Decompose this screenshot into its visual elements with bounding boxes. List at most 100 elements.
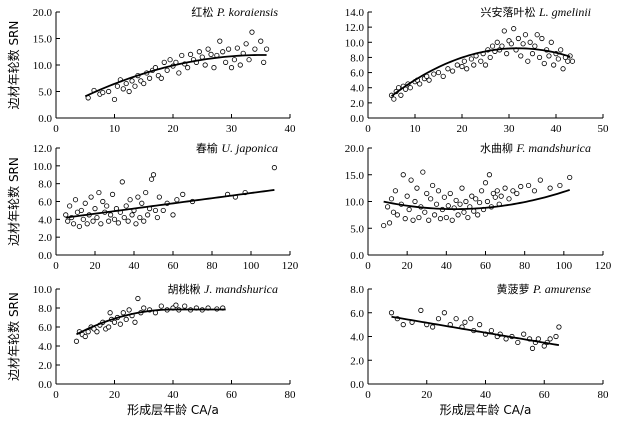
data-point xyxy=(135,295,141,302)
data-point xyxy=(482,180,489,186)
data-point xyxy=(117,321,123,327)
data-point xyxy=(394,212,400,218)
y-tick-label: 20.0 xyxy=(33,7,53,19)
data-point xyxy=(167,57,173,63)
data-point xyxy=(461,58,467,64)
data-point xyxy=(126,307,132,313)
data-point xyxy=(390,209,397,215)
y-tick-label: 2.0 xyxy=(38,232,52,244)
data-point xyxy=(422,209,428,215)
panel-title-cn: 水曲柳 xyxy=(480,141,517,155)
data-point xyxy=(441,310,447,316)
x-tick-label: 100 xyxy=(243,260,260,272)
data-point xyxy=(170,212,176,218)
data-point xyxy=(388,196,395,202)
data-point xyxy=(145,212,151,218)
data-point xyxy=(225,46,232,52)
data-point xyxy=(137,214,143,221)
x-tick-label: 60 xyxy=(226,389,238,401)
fit-curve xyxy=(84,54,267,98)
data-point xyxy=(556,324,562,330)
x-axis-label: 形成层年龄 CA/a xyxy=(127,403,219,417)
data-point xyxy=(471,208,477,214)
x-tick-label: 10 xyxy=(109,123,121,135)
data-point xyxy=(441,194,447,200)
data-point xyxy=(388,310,395,316)
data-point xyxy=(249,29,255,35)
data-point xyxy=(449,217,455,223)
panel-3: 0.0 2.0 4.0 6.0 8.0 10.0 12.0 0 20 40 60 80 100 120 春榆… xyxy=(6,141,299,272)
data-point xyxy=(129,78,135,84)
data-point xyxy=(164,67,170,73)
data-point xyxy=(430,182,436,189)
y-axis-label: 边材年轮数 SRN xyxy=(6,157,21,246)
x-tick-label: 60 xyxy=(168,260,180,272)
data-point xyxy=(152,207,159,214)
data-point xyxy=(73,338,80,344)
data-point xyxy=(445,203,451,209)
data-point xyxy=(92,206,98,212)
x-tick-label: 60 xyxy=(539,389,551,401)
y-axis-label: 边材年轮数 SRN xyxy=(6,21,21,110)
data-point xyxy=(498,193,504,199)
data-point xyxy=(120,86,126,92)
data-point xyxy=(449,68,456,74)
data-point xyxy=(400,322,406,328)
data-point xyxy=(148,176,155,182)
data-point xyxy=(522,32,529,38)
x-tick-label: 10 xyxy=(410,123,422,135)
panel-title: 春榆 U. japonica xyxy=(196,141,278,155)
y-tick-label: 20.0 xyxy=(345,143,365,155)
data-point xyxy=(160,207,166,214)
data-point xyxy=(547,336,553,342)
y-tick-label: 0.0 xyxy=(350,113,364,125)
data-point xyxy=(107,310,113,316)
x-tick-label: 80 xyxy=(207,260,219,272)
data-point xyxy=(520,41,526,47)
data-point xyxy=(123,80,129,87)
fit-curve xyxy=(76,308,226,336)
data-point xyxy=(506,196,512,202)
data-point xyxy=(132,319,138,325)
data-point xyxy=(223,59,229,65)
fit-curve xyxy=(65,189,275,219)
data-point xyxy=(445,66,451,72)
data-point xyxy=(529,51,536,57)
data-point xyxy=(187,51,194,58)
data-point xyxy=(558,47,564,53)
data-point xyxy=(416,214,422,221)
data-point xyxy=(67,203,73,209)
data-point xyxy=(502,185,508,191)
fit-curve xyxy=(391,315,560,347)
data-point xyxy=(261,59,267,65)
x-tick-label: 30 xyxy=(226,123,238,135)
data-point xyxy=(158,75,164,81)
data-point xyxy=(252,46,258,52)
data-point xyxy=(408,177,414,183)
panel-2: 0.0 2.0 4.0 6.0 8.0 10.0 12.0 14.0 0 10 20 30 40 50 兴安… xyxy=(345,5,609,135)
data-point xyxy=(404,193,410,199)
y-tick-label: 2.0 xyxy=(38,360,52,372)
data-point xyxy=(176,70,182,76)
y-tick-label: 6.0 xyxy=(350,308,364,320)
data-point xyxy=(492,194,498,200)
x-tick-label: 0 xyxy=(365,389,371,401)
data-point xyxy=(462,319,468,325)
data-point xyxy=(560,66,566,72)
data-point xyxy=(106,88,112,95)
x-tick-label: 40 xyxy=(480,389,492,401)
data-point xyxy=(443,214,449,221)
y-tick-label: 2.0 xyxy=(350,355,364,367)
data-point xyxy=(263,46,270,52)
data-point xyxy=(565,58,571,64)
data-point xyxy=(139,200,145,206)
data-point xyxy=(508,41,514,47)
y-tick-label: 8.0 xyxy=(38,303,52,315)
x-tick-label: 20 xyxy=(90,260,102,272)
data-point xyxy=(482,62,489,68)
data-point xyxy=(471,62,477,68)
y-tick-label: 4.0 xyxy=(350,332,364,344)
data-point xyxy=(120,310,126,316)
data-point xyxy=(437,216,444,222)
